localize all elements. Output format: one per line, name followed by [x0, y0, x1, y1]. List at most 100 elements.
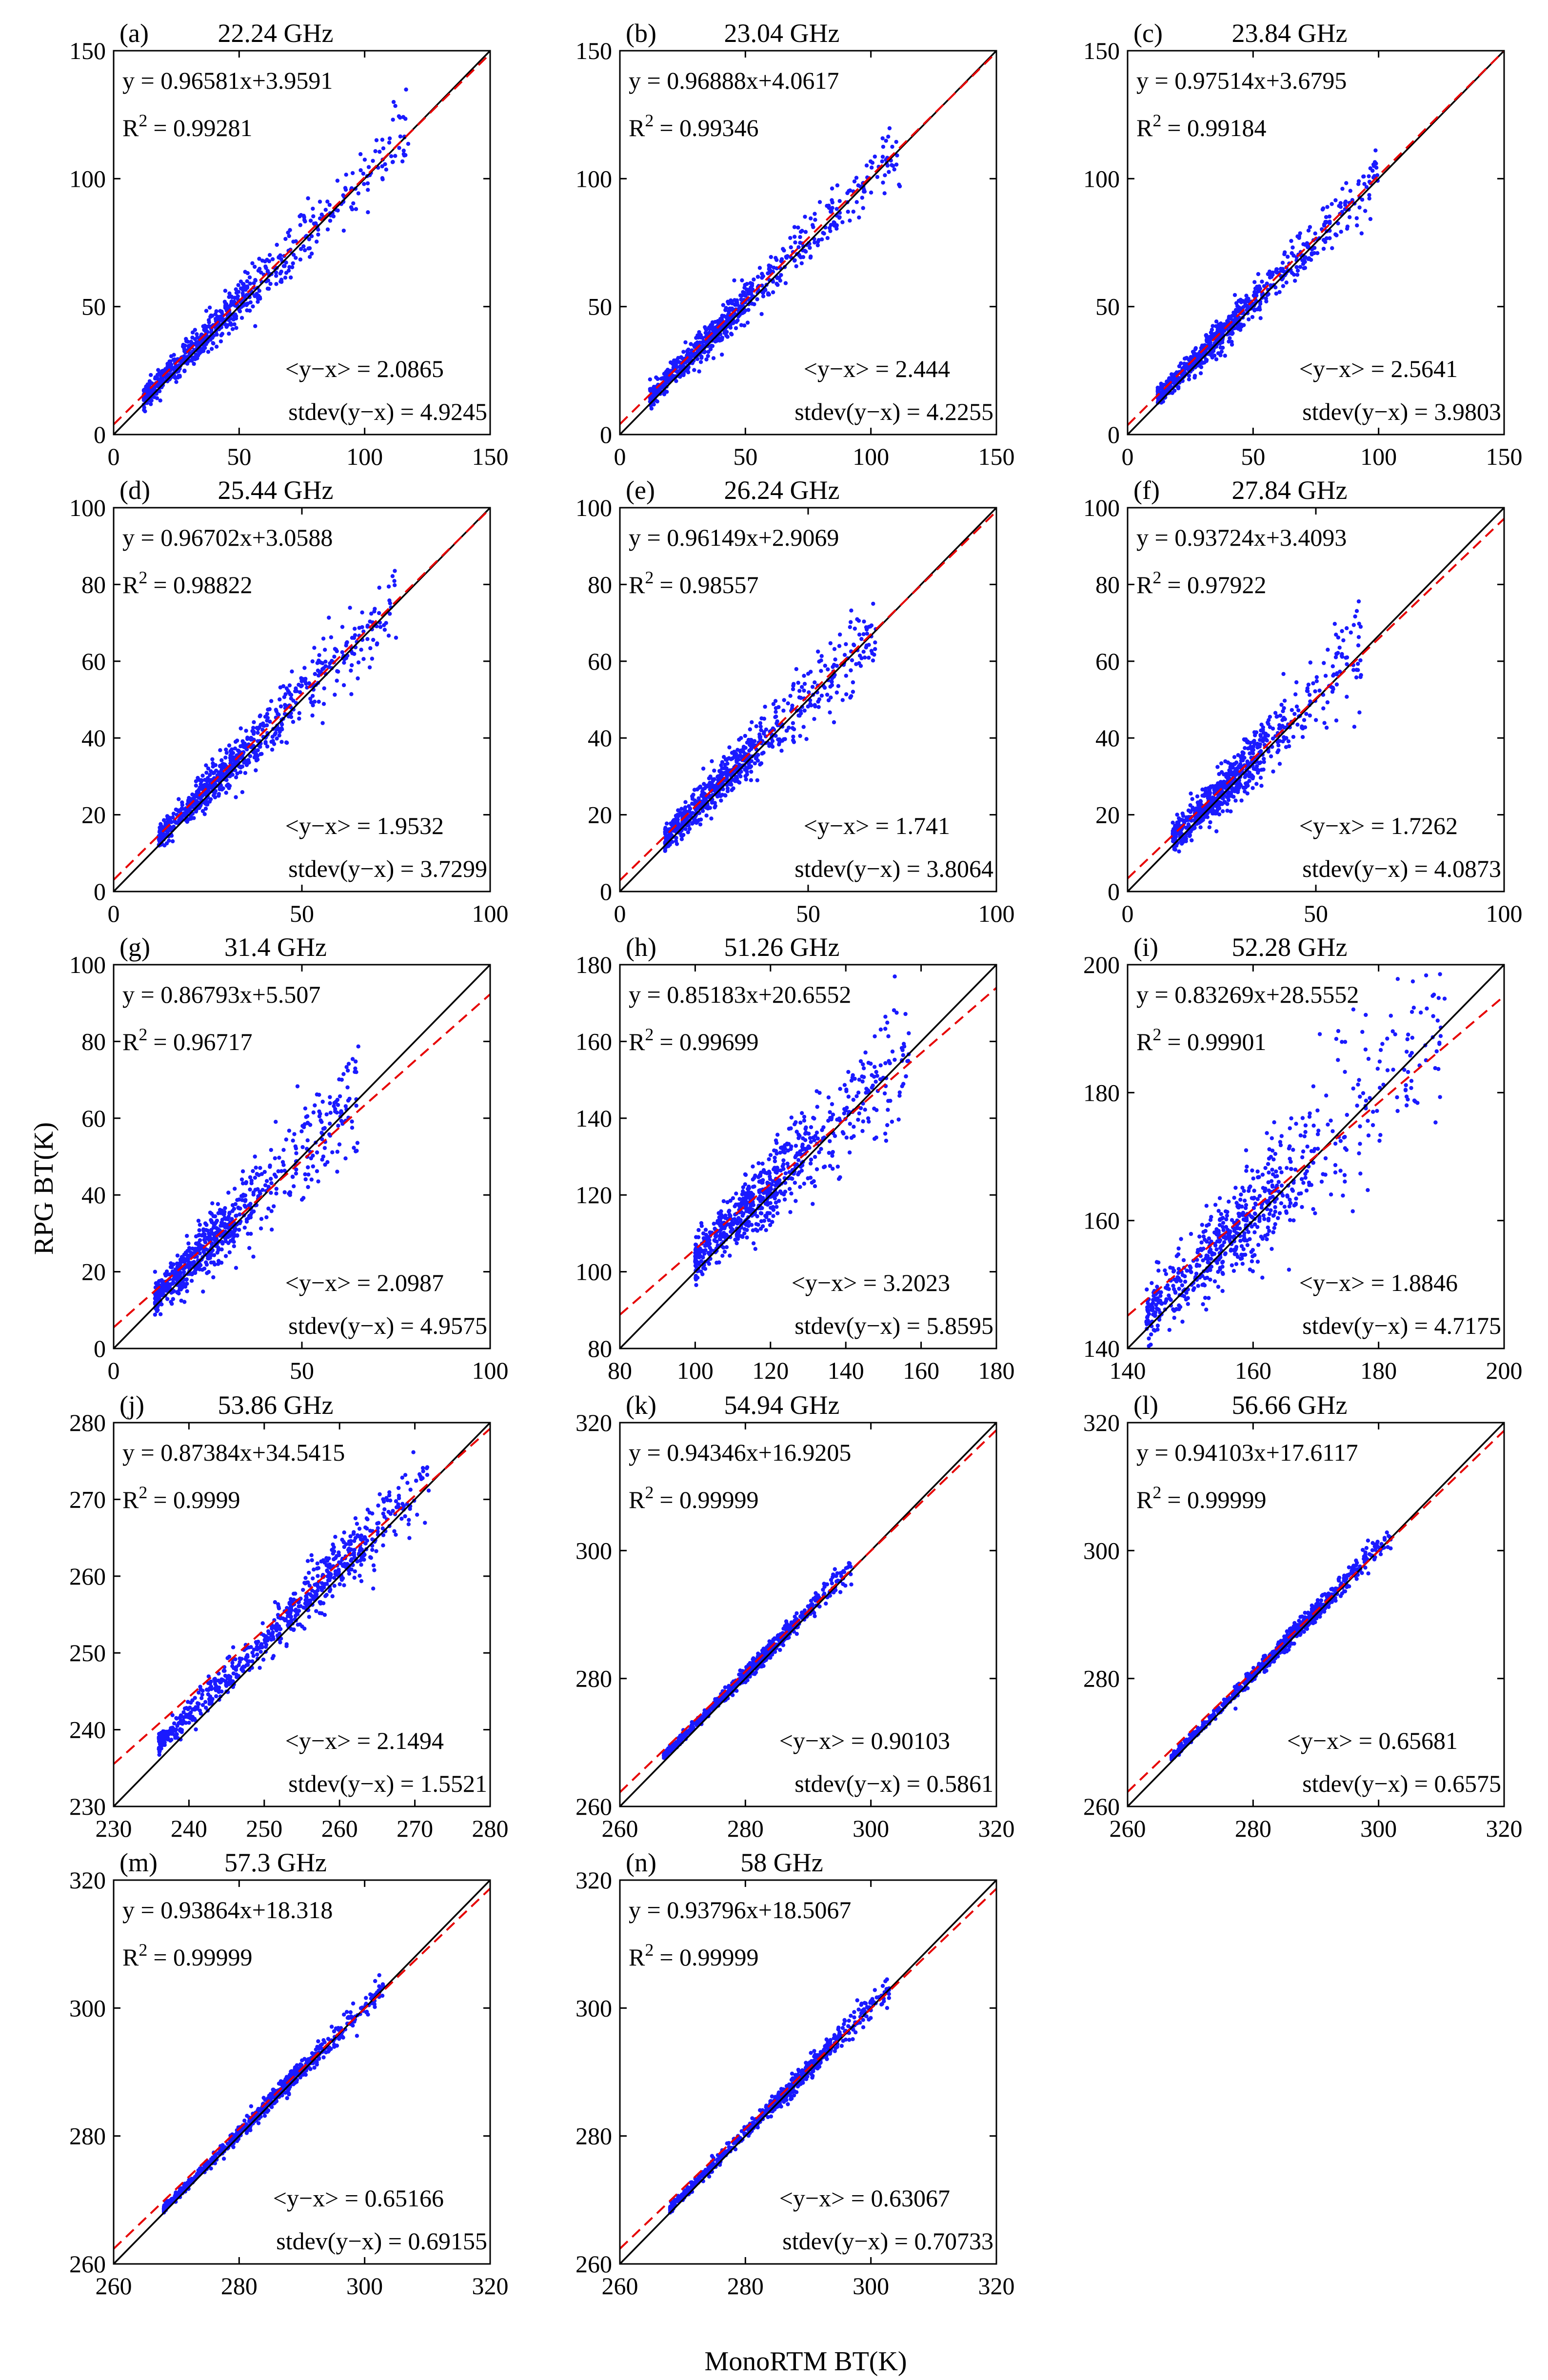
- data-point: [871, 161, 874, 165]
- data-point: [245, 737, 249, 741]
- data-point: [1210, 796, 1213, 800]
- data-point: [159, 1312, 162, 1316]
- y-tick-label: 100: [576, 165, 612, 192]
- data-point: [258, 725, 261, 729]
- data-point: [216, 1250, 219, 1254]
- data-point: [880, 159, 884, 163]
- data-point: [358, 152, 362, 156]
- data-point: [233, 1187, 237, 1190]
- data-point: [203, 1221, 207, 1225]
- data-point: [712, 769, 716, 773]
- data-point: [406, 142, 410, 146]
- data-point: [844, 674, 848, 677]
- r-squared-symbol: R: [629, 571, 645, 598]
- data-point: [1273, 711, 1277, 715]
- stdev-difference: stdev(y−x) = 3.7299: [288, 855, 487, 882]
- data-point: [283, 237, 287, 241]
- data-point: [1244, 738, 1248, 742]
- data-point: [206, 350, 210, 354]
- data-point: [303, 1107, 307, 1111]
- data-point: [1362, 182, 1366, 186]
- data-point: [392, 100, 396, 104]
- data-point: [185, 1263, 189, 1267]
- x-tick-label: 150: [1486, 443, 1523, 470]
- data-point: [1290, 251, 1294, 255]
- data-point: [729, 332, 733, 336]
- data-point: [328, 661, 332, 665]
- data-point: [769, 255, 773, 259]
- data-point: [306, 1138, 310, 1142]
- data-point: [190, 1279, 194, 1283]
- data-point: [232, 322, 236, 326]
- data-point: [253, 265, 257, 269]
- y-tick-label: 20: [588, 801, 612, 829]
- data-point: [865, 163, 869, 167]
- data-point: [1317, 689, 1321, 693]
- data-point: [1345, 695, 1349, 699]
- data-point: [800, 261, 804, 265]
- data-point: [285, 741, 289, 745]
- data-point: [176, 808, 179, 812]
- data-point: [318, 199, 322, 203]
- data-point: [198, 1228, 201, 1232]
- data-point: [1307, 683, 1310, 687]
- data-point: [1301, 735, 1305, 739]
- data-point: [1322, 721, 1326, 725]
- data-point: [830, 683, 834, 687]
- data-point: [831, 206, 834, 210]
- x-tick-label: 0: [108, 900, 120, 927]
- data-point: [231, 1203, 235, 1207]
- data-point: [1334, 633, 1338, 636]
- data-point: [153, 1270, 157, 1274]
- data-point: [852, 210, 855, 214]
- data-point: [818, 200, 822, 204]
- data-point: [336, 1124, 340, 1128]
- data-point: [827, 204, 831, 208]
- data-point: [323, 648, 327, 652]
- r-squared-exponent: 2: [139, 568, 147, 587]
- data-point: [1259, 784, 1263, 788]
- data-point: [297, 716, 301, 720]
- data-point: [1326, 700, 1330, 704]
- data-point: [1275, 714, 1279, 718]
- data-point: [1330, 246, 1334, 250]
- data-point: [688, 807, 692, 811]
- data-point: [1202, 793, 1206, 797]
- data-point: [366, 188, 370, 192]
- data-point: [388, 137, 392, 140]
- data-point: [342, 229, 346, 233]
- data-point: [210, 1201, 214, 1205]
- data-point: [230, 302, 234, 306]
- data-point: [1296, 708, 1300, 712]
- mean-difference: <y−x> = 2.444: [804, 355, 950, 382]
- mean-difference: <y−x> = 2.0865: [285, 355, 444, 382]
- data-point: [287, 1129, 291, 1132]
- data-point: [820, 694, 824, 697]
- data-point: [299, 684, 303, 688]
- data-point: [335, 669, 339, 673]
- data-point: [323, 660, 327, 664]
- data-point: [195, 332, 198, 336]
- data-point: [784, 281, 788, 285]
- data-point: [777, 276, 781, 279]
- data-point: [852, 643, 856, 647]
- data-point: [219, 758, 223, 762]
- data-point: [1239, 322, 1243, 326]
- data-point: [1232, 755, 1236, 759]
- data-point: [1214, 357, 1218, 361]
- panel-title: 25.44 GHz: [218, 476, 333, 505]
- data-point: [194, 1247, 198, 1250]
- data-point: [802, 725, 806, 729]
- data-point: [291, 720, 295, 724]
- data-point: [1374, 166, 1378, 170]
- data-point: [369, 612, 373, 615]
- data-point: [724, 315, 728, 319]
- x-tick-label: 50: [227, 443, 251, 470]
- data-point: [246, 271, 250, 275]
- data-point: [832, 220, 835, 224]
- data-point: [803, 249, 807, 253]
- data-point: [279, 270, 283, 274]
- data-point: [236, 749, 240, 753]
- data-point: [1303, 260, 1307, 264]
- data-point: [1300, 726, 1304, 730]
